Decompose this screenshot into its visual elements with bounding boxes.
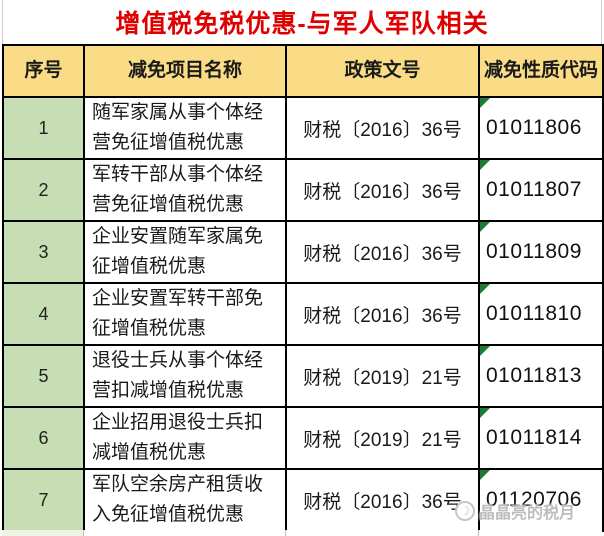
seq-cell: 7 — [2, 468, 85, 532]
gridline — [478, 530, 479, 536]
table-row: 6 企业招用退役士兵扣减增值税优惠 财税〔2019〕21号 01011814 — [2, 406, 604, 470]
header-nature-code: 减免性质代码 — [478, 44, 604, 98]
nature-code-cell: 01011807 — [478, 158, 604, 222]
nature-code-value: 01011813 — [486, 364, 582, 387]
excel-corner-triangle-icon — [481, 471, 490, 480]
excel-corner-triangle-icon — [481, 409, 490, 418]
nature-code-value: 01120706 — [486, 488, 582, 511]
seq-cell: 4 — [2, 282, 85, 346]
seq-cell: 1 — [2, 96, 85, 160]
policy-doc-cell: 财税〔2016〕36号 — [285, 96, 480, 160]
header-policy-doc: 政策文号 — [285, 44, 480, 98]
seq-cell: 3 — [2, 220, 85, 284]
gridline — [285, 530, 286, 536]
table-row: 1 随军家属从事个体经营免征增值税优惠 财税〔2016〕36号 01011806 — [2, 96, 604, 160]
header-item-name: 减免项目名称 — [83, 44, 287, 98]
seq-cell: 2 — [2, 158, 85, 222]
table-title-row: 增值税免税优惠-与军人军队相关 — [2, 0, 602, 44]
header-row: 序号 减免项目名称 政策文号 减免性质代码 — [2, 44, 604, 98]
sliver-green-cell — [2, 530, 83, 536]
gridline — [83, 530, 84, 536]
excel-corner-triangle-icon — [481, 99, 490, 108]
nature-code-value: 01011810 — [486, 302, 582, 325]
next-row-sliver — [2, 530, 602, 536]
item-name-cell: 军转干部从事个体经营免征增值税优惠 — [83, 158, 287, 222]
policy-doc-cell: 财税〔2016〕36号 — [285, 282, 480, 346]
nature-code-cell: 01011814 — [478, 406, 604, 470]
policy-doc-cell: 财税〔2019〕21号 — [285, 406, 480, 470]
seq-cell: 5 — [2, 344, 85, 408]
item-name-cell: 企业招用退役士兵扣减增值税优惠 — [83, 406, 287, 470]
header-seq: 序号 — [2, 44, 85, 98]
nature-code-value: 01011809 — [486, 240, 582, 263]
table-row: 3 企业安置随军家属免征增值税优惠 财税〔2016〕36号 01011809 — [2, 220, 604, 284]
table-row: 5 退役士兵从事个体经营扣减增值税优惠 财税〔2019〕21号 01011813 — [2, 344, 604, 408]
item-name-cell: 军队空余房产租赁收入免征增值税优惠 — [83, 468, 287, 532]
policy-doc-cell: 财税〔2016〕36号 — [285, 158, 480, 222]
page-title: 增值税免税优惠-与军人军队相关 — [115, 10, 489, 38]
excel-corner-triangle-icon — [481, 223, 490, 232]
policy-doc-cell: 财税〔2016〕36号 — [285, 220, 480, 284]
table-row: 4 企业安置军转干部免征增值税优惠 财税〔2016〕36号 01011810 — [2, 282, 604, 346]
item-name-cell: 企业安置随军家属免征增值税优惠 — [83, 220, 287, 284]
tax-exemption-table: 序号 减免项目名称 政策文号 减免性质代码 1 随军家属从事个体经营免征增值税优… — [2, 44, 604, 532]
nature-code-value: 01011814 — [486, 426, 582, 449]
watermark: ☽ 晶晶亮的税月 — [455, 497, 603, 525]
seq-cell: 6 — [2, 406, 85, 470]
policy-doc-cell: 财税〔2016〕36号 — [285, 468, 480, 532]
nature-code-value: 01011807 — [486, 178, 582, 201]
item-name-cell: 随军家属从事个体经营免征增值税优惠 — [83, 96, 287, 160]
item-name-cell: 退役士兵从事个体经营扣减增值税优惠 — [83, 344, 287, 408]
item-name-cell: 企业安置军转干部免征增值税优惠 — [83, 282, 287, 346]
excel-corner-triangle-icon — [481, 161, 490, 170]
table-row: 7 军队空余房产租赁收入免征增值税优惠 财税〔2016〕36号 01120706 — [2, 468, 604, 532]
nature-code-cell: 01011806 — [478, 96, 604, 160]
nature-code-cell: 01011813 — [478, 344, 604, 408]
watermark-text: 晶晶亮的税月 — [479, 505, 576, 522]
nature-code-value: 01011806 — [486, 116, 582, 139]
table-row: 2 军转干部从事个体经营免征增值税优惠 财税〔2016〕36号 01011807 — [2, 158, 604, 222]
excel-corner-triangle-icon — [481, 347, 490, 356]
watermark-moon-logo-icon: ☽ — [455, 501, 475, 521]
excel-corner-triangle-icon — [481, 285, 490, 294]
nature-code-cell: 01011810 — [478, 282, 604, 346]
policy-doc-cell: 财税〔2019〕21号 — [285, 344, 480, 408]
nature-code-cell: 01120706 — [478, 468, 604, 532]
nature-code-cell: 01011809 — [478, 220, 604, 284]
